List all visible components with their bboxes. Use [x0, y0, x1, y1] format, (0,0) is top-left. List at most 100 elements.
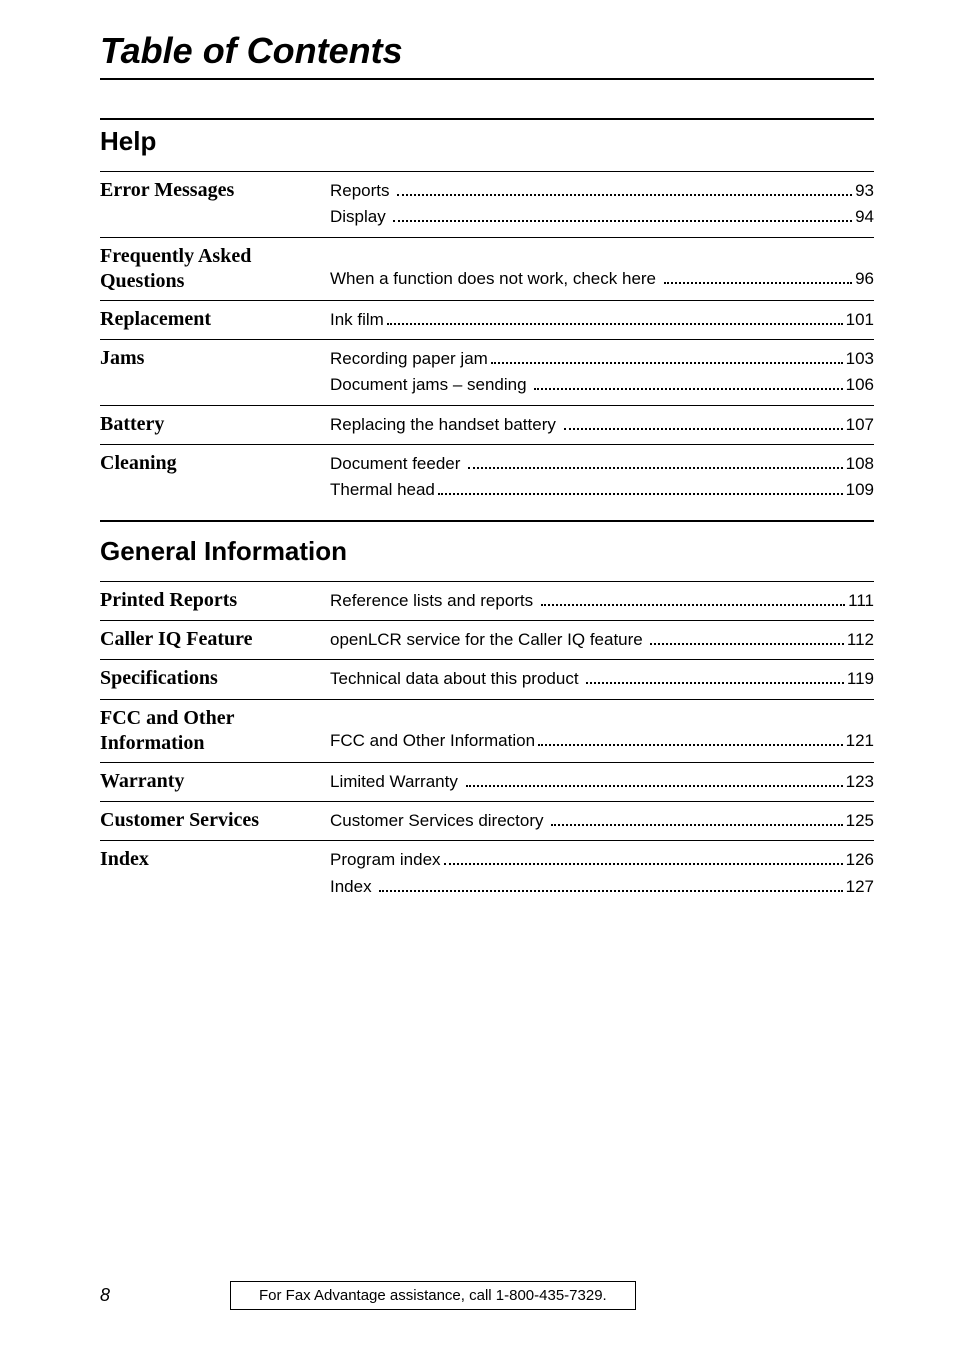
toc-row: Error Messages Reports 93 Display 94 [100, 171, 874, 231]
toc-page: 127 [846, 874, 874, 900]
footer-note: For Fax Advantage assistance, call 1-800… [230, 1281, 636, 1310]
toc-page: 96 [855, 266, 874, 292]
toc-page: 112 [847, 627, 874, 653]
toc-category: Caller IQ Feature [100, 627, 330, 653]
toc-page: 109 [846, 477, 874, 503]
toc-entry: Thermal head 109 [330, 477, 874, 503]
page-title: Table of Contents [100, 30, 874, 80]
toc-label: Reference lists and reports [330, 588, 538, 614]
toc-label: Index [330, 874, 376, 900]
toc-category: Index [100, 847, 330, 900]
toc-entry: Recording paper jam 103 [330, 346, 874, 372]
page-number: 8 [100, 1285, 230, 1306]
toc-label: Limited Warranty [330, 769, 463, 795]
section-title-help: Help [100, 118, 874, 161]
toc-page: 103 [846, 346, 874, 372]
toc-page: 121 [846, 728, 874, 754]
leader-dots [586, 669, 844, 684]
toc-row: Frequently Asked Questions When a functi… [100, 237, 874, 294]
toc-label: Display [330, 204, 390, 230]
toc-row: Caller IQ Feature openLCR service for th… [100, 620, 874, 653]
toc-row: Printed Reports Reference lists and repo… [100, 581, 874, 614]
toc-entry: Index 127 [330, 874, 874, 900]
toc-category: Frequently Asked Questions [100, 244, 330, 294]
toc-entry: Reports 93 [330, 178, 874, 204]
toc-entry: Technical data about this product 119 [330, 666, 874, 692]
toc-label: Document feeder [330, 451, 465, 477]
toc-page: 94 [855, 204, 874, 230]
toc-label: When a function does not work, check her… [330, 266, 661, 292]
toc-row: FCC and Other Information FCC and Other … [100, 699, 874, 756]
toc-row: Cleaning Document feeder 108 Thermal hea… [100, 444, 874, 504]
leader-dots [564, 414, 843, 429]
toc-entry: Program index 126 [330, 847, 874, 873]
leader-dots [468, 454, 842, 469]
toc-entry: Document feeder 108 [330, 451, 874, 477]
toc-entry: When a function does not work, check her… [330, 266, 874, 292]
toc-row: Customer Services Customer Services dire… [100, 801, 874, 834]
toc-category: Cleaning [100, 451, 330, 504]
toc-page: 123 [846, 769, 874, 795]
toc-category: Replacement [100, 307, 330, 333]
page-footer: 8 For Fax Advantage assistance, call 1-8… [100, 1281, 874, 1310]
section-title-general: General Information [100, 536, 874, 571]
leader-dots [538, 730, 843, 745]
leader-dots [393, 207, 852, 222]
toc-page: 111 [848, 588, 874, 614]
toc-entry: Reference lists and reports 111 [330, 588, 874, 614]
toc-label: openLCR service for the Caller IQ featur… [330, 627, 647, 653]
toc-label: Reports [330, 178, 394, 204]
toc-page: 125 [846, 808, 874, 834]
leader-dots [438, 480, 843, 495]
leader-dots [664, 268, 852, 283]
leader-dots [444, 850, 843, 865]
leader-dots [379, 877, 842, 892]
toc-page: 101 [846, 307, 874, 333]
toc-page: 126 [846, 847, 874, 873]
toc-category: Specifications [100, 666, 330, 692]
leader-dots [466, 771, 843, 786]
toc-row: Jams Recording paper jam 103 Document ja… [100, 339, 874, 399]
toc-label: Customer Services directory [330, 808, 548, 834]
toc-category: Printed Reports [100, 588, 330, 614]
toc-category: Customer Services [100, 808, 330, 834]
toc-entry: Ink film 101 [330, 307, 874, 333]
leader-dots [387, 309, 843, 324]
toc-label: FCC and Other Information [330, 728, 535, 754]
toc-entry: Display 94 [330, 204, 874, 230]
leader-dots [650, 630, 843, 645]
toc-label: Document jams – sending [330, 372, 531, 398]
leader-dots [551, 811, 842, 826]
toc-row: Specifications Technical data about this… [100, 659, 874, 692]
leader-dots [541, 590, 845, 605]
toc-entry: FCC and Other Information 121 [330, 728, 874, 754]
toc-category: Jams [100, 346, 330, 399]
toc-page: 108 [846, 451, 874, 477]
toc-category: Battery [100, 412, 330, 438]
toc-label: Thermal head [330, 477, 435, 503]
toc-label: Technical data about this product [330, 666, 583, 692]
toc-row: Battery Replacing the handset battery 10… [100, 405, 874, 438]
toc-row: Replacement Ink film 101 [100, 300, 874, 333]
toc-category: Error Messages [100, 178, 330, 231]
toc-label: Ink film [330, 307, 384, 333]
toc-label: Recording paper jam [330, 346, 488, 372]
toc-entry: Limited Warranty 123 [330, 769, 874, 795]
toc-category: FCC and Other Information [100, 706, 330, 756]
leader-dots [491, 349, 843, 364]
toc-category: Warranty [100, 769, 330, 795]
leader-dots [397, 181, 852, 196]
toc-row: Warranty Limited Warranty 123 [100, 762, 874, 795]
toc-page: 119 [847, 666, 874, 692]
toc-page: 106 [846, 372, 874, 398]
toc-page: 107 [846, 412, 874, 438]
toc-entry: openLCR service for the Caller IQ featur… [330, 627, 874, 653]
toc-label: Program index [330, 847, 441, 873]
toc-entry: Document jams – sending 106 [330, 372, 874, 398]
leader-dots [534, 375, 842, 390]
toc-entry: Customer Services directory 125 [330, 808, 874, 834]
toc-label: Replacing the handset battery [330, 412, 561, 438]
toc-row: Index Program index 126 Index 127 [100, 840, 874, 900]
toc-page: 93 [855, 178, 874, 204]
toc-entry: Replacing the handset battery 107 [330, 412, 874, 438]
